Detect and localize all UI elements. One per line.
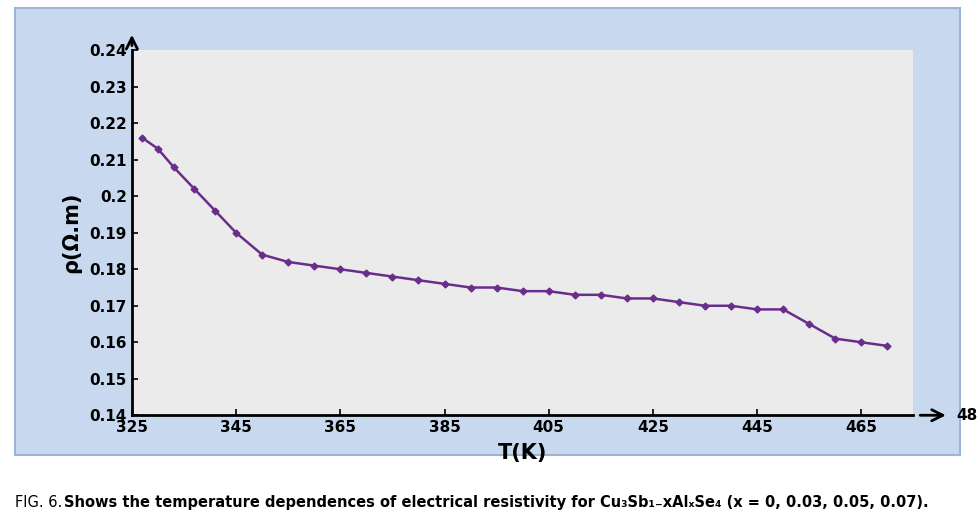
Y-axis label: ρ(Ω.m): ρ(Ω.m) xyxy=(61,192,81,273)
X-axis label: T(K): T(K) xyxy=(498,443,547,463)
Text: Shows the temperature dependences of electrical resistivity for Cu₃Sb₁₋xAlₓSe₄ (: Shows the temperature dependences of ele… xyxy=(64,495,928,509)
Text: 485: 485 xyxy=(956,408,977,423)
Text: FIG. 6.: FIG. 6. xyxy=(15,495,66,509)
